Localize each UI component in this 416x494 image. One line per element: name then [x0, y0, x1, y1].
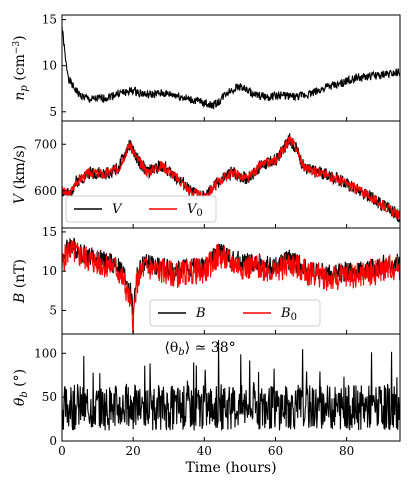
legend-label-V-1: V0 — [187, 202, 203, 219]
y-axis-label-theta: θb (°) — [12, 369, 30, 406]
panel-np: 5 10 15 np (cm−3) — [12, 13, 401, 122]
x-tick-label-40: 40 — [197, 444, 212, 458]
legend-V — [65, 195, 217, 223]
series-line-B-1 — [62, 239, 400, 334]
y-tick-label-B-15: 15 — [42, 225, 57, 239]
legend-label-B-0: B — [195, 306, 206, 321]
x-tick-label-20: 20 — [126, 444, 141, 458]
series-line-V-1 — [62, 135, 400, 221]
y-tick-label-B-5: 5 — [49, 303, 57, 317]
y-tick-label-np-5: 5 — [49, 105, 57, 119]
panel-V: 600 700 V (km/s) V V0 — [12, 120, 401, 229]
y-tick-label-theta-100: 100 — [34, 346, 57, 360]
panel-B: 5 10 15 B (nT) B B0 — [12, 225, 401, 335]
y-axis-label-np: np (cm−3) — [12, 35, 30, 100]
y-tick-label-theta-0: 0 — [49, 434, 57, 448]
panel-theta: 0 50 100 0 20 40 60 80 θb (°) ⟨θb⟩ ≃ 38° — [12, 333, 401, 458]
y-tick-label-theta-50: 50 — [42, 390, 57, 404]
y-tick-label-B-10: 10 — [42, 264, 57, 278]
y-tick-label-V-700: 700 — [34, 137, 57, 151]
series-line-theta-0 — [62, 340, 400, 431]
axes-frame-theta — [61, 333, 401, 442]
series-line-np-0 — [62, 26, 400, 110]
y-tick-label-V-600: 600 — [34, 184, 57, 198]
y-tick-label-np-15: 15 — [42, 13, 57, 27]
x-axis-label: Time (hours) — [185, 460, 276, 476]
legend-label-B-1: B0 — [280, 306, 297, 323]
axes-frame-np — [61, 14, 401, 122]
y-axis-label-B: B (nT) — [12, 259, 28, 304]
legend-label-V-0: V — [112, 202, 123, 217]
x-tick-label-0: 0 — [58, 444, 66, 458]
y-axis-label-V: V (km/s) — [12, 145, 28, 204]
x-tick-label-80: 80 — [339, 444, 354, 458]
x-tick-label-60: 60 — [268, 444, 283, 458]
y-tick-label-np-10: 10 — [42, 59, 57, 73]
legend-B — [149, 299, 321, 327]
mean-annotation: ⟨θb⟩ ≃ 38° — [164, 340, 235, 358]
